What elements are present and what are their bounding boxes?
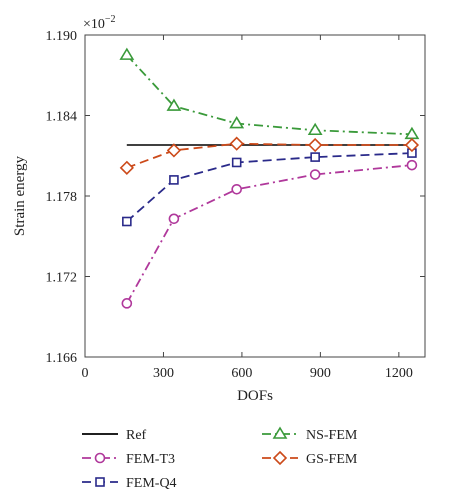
x-tick-label: 1200 <box>385 366 413 381</box>
data-point-ns-fem <box>119 47 135 60</box>
series-gs-fem <box>119 136 420 175</box>
data-point-fem-q4 <box>122 216 132 227</box>
legend-label: Ref <box>126 428 147 443</box>
y-tick-label: 1.166 <box>46 351 78 366</box>
y-multiplier-label: ×10−2 <box>83 14 116 32</box>
data-point-fem-t3 <box>168 213 180 225</box>
plot-frame <box>84 34 426 358</box>
legend-swatch-marker <box>272 426 288 439</box>
legend-swatch-marker <box>94 452 106 464</box>
data-point-ns-fem <box>166 98 182 111</box>
data-point-gs-fem <box>119 160 134 175</box>
data-point-fem-t3 <box>121 298 133 309</box>
y-tick-label: 1.172 <box>46 271 78 286</box>
series-line-fem-t3 <box>126 164 412 304</box>
y-tick-label: 1.178 <box>46 190 78 205</box>
legend-label: FEM-T3 <box>126 452 175 467</box>
y-tick-label: 1.190 <box>46 29 78 44</box>
y-axis-title: Strain energy <box>12 155 28 236</box>
legend-item-fem-q4: FEM-Q4 <box>82 476 177 491</box>
data-point-fem-t3 <box>406 159 418 171</box>
legend-swatch-marker <box>95 477 105 487</box>
legend-item-ns-fem: NS-FEM <box>262 426 358 443</box>
series-line-ns-fem <box>126 54 412 136</box>
x-tick-label: 900 <box>310 366 331 381</box>
series-fem-q4 <box>122 148 417 227</box>
data-point-fem-t3 <box>309 169 321 180</box>
axis-ticks: 0 300 600 900 1200 1.166 1.172 1.178 1.184 1.190 <box>46 29 425 381</box>
x-tick-label: 600 <box>231 366 252 381</box>
legend-label: GS-FEM <box>306 452 358 467</box>
data-point-fem-q4 <box>231 157 242 168</box>
x-tick-label: 300 <box>153 366 174 381</box>
legend-item-fem-t3: FEM-T3 <box>82 452 175 467</box>
x-axis-title: DOFs <box>237 388 273 404</box>
legend: Ref FEM-T3 FEM-Q4 NS-FEM GS-FEM <box>82 426 358 491</box>
series-ns-fem <box>119 47 420 140</box>
data-point-gs-fem <box>166 143 182 158</box>
series-fem-t3 <box>121 159 418 309</box>
data-point-gs-fem <box>308 137 323 153</box>
legend-label: FEM-Q4 <box>126 476 177 491</box>
series-group <box>119 47 420 309</box>
x-tick-label: 0 <box>82 366 89 381</box>
data-point-gs-fem <box>229 136 244 151</box>
data-point-fem-q4 <box>310 152 320 162</box>
legend-item-gs-fem: GS-FEM <box>262 450 358 467</box>
series-line-fem-q4 <box>126 152 412 223</box>
y-tick-label: 1.184 <box>46 110 78 125</box>
legend-item-ref: Ref <box>82 428 147 443</box>
data-point-fem-q4 <box>169 175 179 185</box>
data-point-fem-t3 <box>231 183 242 195</box>
legend-swatch-marker <box>272 450 288 466</box>
data-point-ns-fem <box>307 122 323 136</box>
legend-label: NS-FEM <box>306 428 358 443</box>
data-point-gs-fem <box>404 137 420 153</box>
data-point-ns-fem <box>229 115 245 129</box>
